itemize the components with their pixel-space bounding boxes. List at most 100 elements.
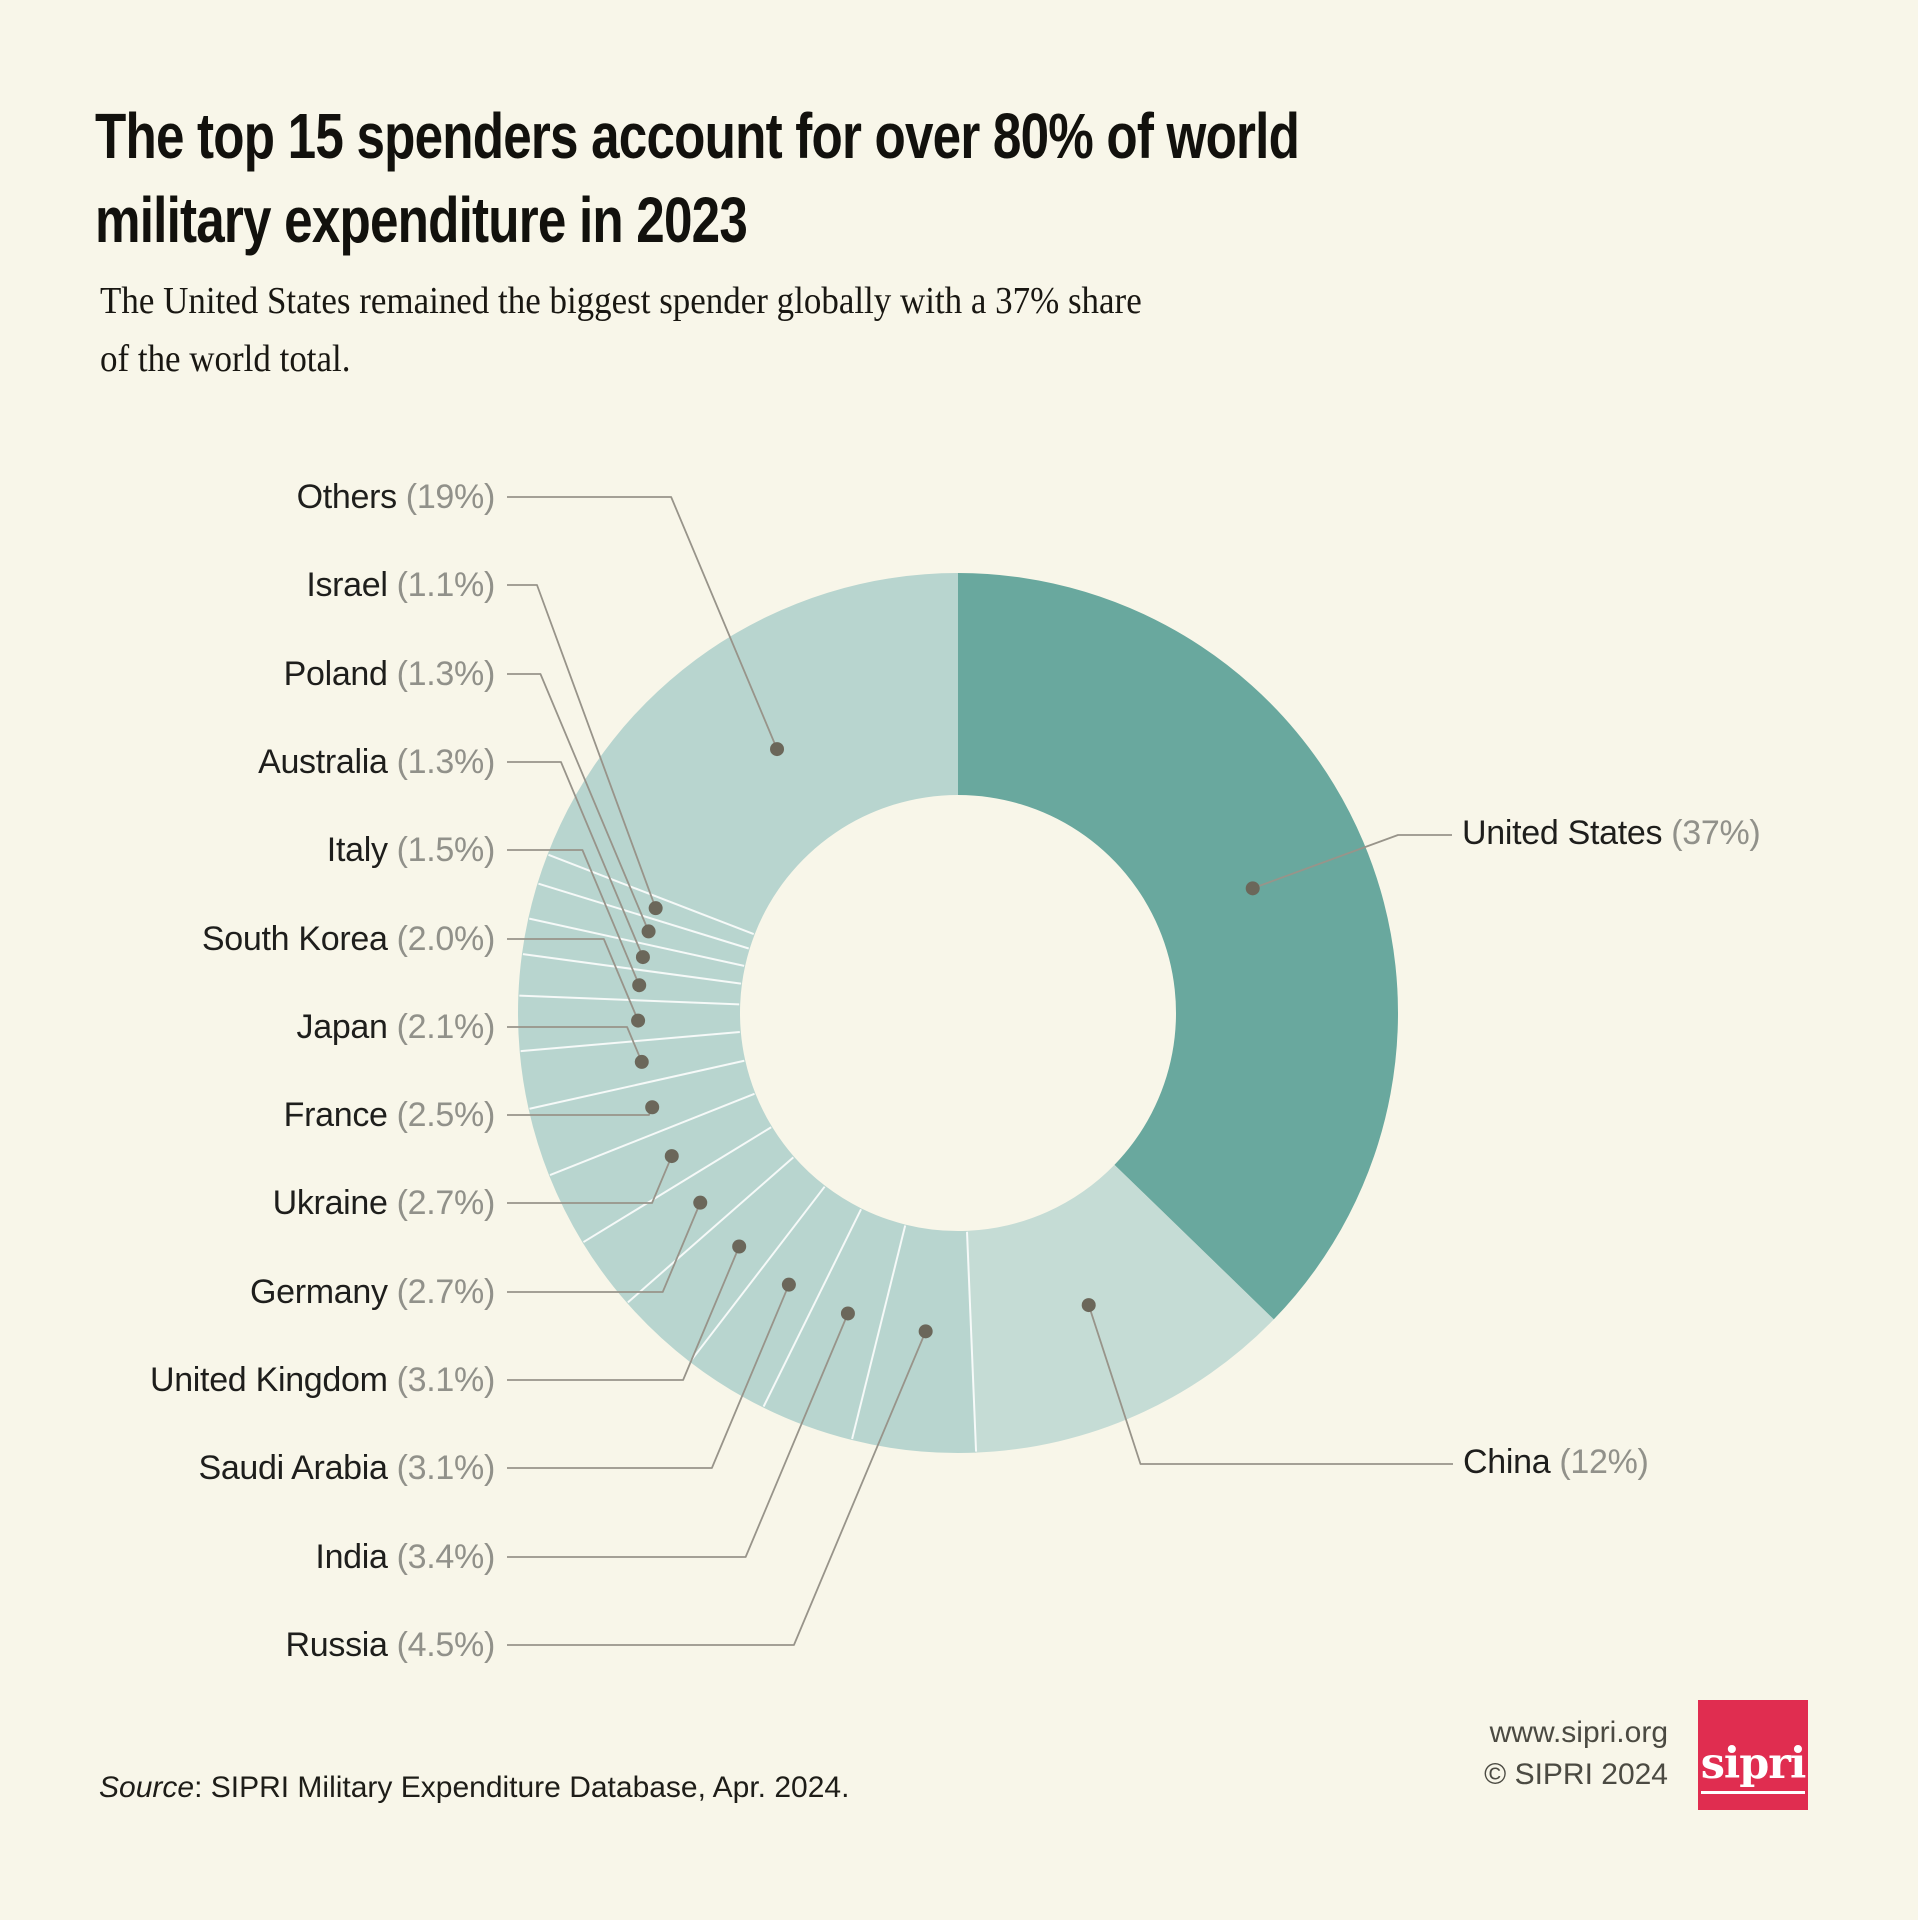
country-name: United Kingdom <box>149 1361 388 1399</box>
callout-label-japan: Japan (2.1%) <box>30 1003 496 1051</box>
country-percent: (2.7%) <box>396 1273 496 1311</box>
leader-dot <box>664 1149 679 1164</box>
leader-dot <box>693 1195 708 1210</box>
country-percent: (1.1%) <box>396 566 496 604</box>
segment-divider <box>966 1231 978 1452</box>
country-name: United States <box>1462 814 1663 852</box>
country-name: Australia <box>258 743 388 781</box>
country-percent: (2.0%) <box>396 920 496 958</box>
donut-slice-united-kingdom <box>627 1156 826 1362</box>
callout-label-saudi-arabia: Saudi Arabia (3.1%) <box>30 1444 495 1492</box>
donut-slice-italy <box>518 954 742 1005</box>
callout-label-others: Others (19%) <box>30 473 496 521</box>
country-percent: (1.3%) <box>396 743 496 781</box>
donut-slice-japan <box>519 1031 746 1109</box>
segment-divider <box>851 1225 907 1440</box>
page-subtitle: The United States remained the biggest s… <box>100 272 1142 388</box>
sipri-logo-text: sipri <box>1700 1743 1806 1794</box>
country-name: Russia <box>285 1626 388 1664</box>
callout-label-south-korea: South Korea (2.0%) <box>30 915 495 963</box>
country-percent: (2.1%) <box>396 1008 496 1046</box>
callout-label-russia: Russia (4.5%) <box>30 1621 496 1669</box>
page-subtitle-line2: of the world total. <box>100 338 351 380</box>
donut-slice-china <box>966 1164 1274 1453</box>
segment-divider <box>582 1126 772 1243</box>
website-link[interactable]: www.sipri.org <box>1489 1716 1668 1749</box>
leader-line <box>507 584 657 909</box>
country-percent: (4.5%) <box>396 1626 496 1664</box>
callout-label-germany: Germany (2.7%) <box>30 1268 495 1316</box>
page-title-line2: military expenditure in 2023 <box>95 184 748 256</box>
callout-label-united-kingdom: United Kingdom (3.1%) <box>30 1356 495 1404</box>
callout-label-australia: Australia (1.3%) <box>30 738 495 786</box>
source-text: : SIPRI Military Expenditure Database, A… <box>194 1771 850 1804</box>
segment-divider <box>520 1031 740 1053</box>
leader-dot <box>1081 1298 1096 1313</box>
leader-line <box>1252 834 1452 890</box>
page-title-line1: The top 15 spenders account for over 80%… <box>95 100 1300 172</box>
leader-dot <box>732 1239 747 1254</box>
donut-slice-russia <box>851 1224 977 1453</box>
country-percent: (1.5%) <box>396 831 496 869</box>
leader-dot <box>648 901 663 916</box>
callout-label-italy: Italy (1.5%) <box>30 826 496 874</box>
donut-slice-poland <box>528 883 750 967</box>
segment-divider <box>529 1059 745 1110</box>
leader-dot <box>635 950 650 965</box>
donut-slice-south-korea <box>518 995 741 1052</box>
leader-line <box>507 1026 643 1063</box>
donut-slice-france <box>528 1060 756 1176</box>
country-name: Ukraine <box>272 1184 388 1222</box>
leader-line <box>1087 1304 1453 1465</box>
leader-dot <box>770 742 785 757</box>
leader-line <box>507 673 650 932</box>
country-name: Germany <box>249 1273 388 1311</box>
country-percent: (2.5%) <box>396 1096 496 1134</box>
leader-dot <box>641 924 656 939</box>
leader-dot <box>1245 881 1260 896</box>
segment-divider <box>549 1092 755 1176</box>
country-percent: (2.7%) <box>396 1184 496 1222</box>
leader-line <box>507 1284 790 1469</box>
country-name: South Korea <box>201 920 388 958</box>
leader-dot <box>918 1324 933 1339</box>
callout-label-france: France (2.5%) <box>30 1091 496 1139</box>
callout-label-poland: Poland (1.3%) <box>30 650 496 698</box>
leader-line <box>507 1202 702 1293</box>
segment-divider <box>762 1208 862 1408</box>
country-percent: (3.4%) <box>396 1538 496 1576</box>
leader-line <box>507 496 778 750</box>
leader-dot <box>840 1306 855 1321</box>
leader-dot <box>645 1100 660 1115</box>
donut-slice-others <box>547 573 958 935</box>
callout-label-china: China (12%) <box>1463 1438 1649 1486</box>
callout-label-ukraine: Ukraine (2.7%) <box>30 1179 496 1227</box>
sipri-logo: sipri <box>1698 1700 1808 1810</box>
leader-dot <box>781 1277 796 1292</box>
country-percent: (12%) <box>1559 1443 1649 1481</box>
country-percent: (1.3%) <box>396 655 496 693</box>
country-name: Saudi Arabia <box>198 1449 388 1487</box>
donut-slice-germany <box>582 1126 795 1304</box>
donut-slice-australia <box>521 918 746 984</box>
leader-dot <box>631 1013 646 1028</box>
callout-label-united-states: United States (37%) <box>1462 809 1761 857</box>
leader-line <box>507 849 641 986</box>
segment-divider <box>627 1156 794 1304</box>
country-name: Japan <box>296 1008 388 1046</box>
leader-line <box>507 938 639 1021</box>
country-name: Others <box>296 478 398 516</box>
leader-dot <box>632 978 647 993</box>
leader-line <box>507 1313 849 1558</box>
callout-label-india: India (3.4%) <box>30 1533 495 1581</box>
source-note: Source: SIPRI Military Expenditure Datab… <box>99 1771 849 1805</box>
segment-divider <box>689 1186 826 1362</box>
donut-slice-saudi-arabia <box>690 1185 862 1408</box>
country-name: India <box>315 1538 388 1576</box>
leader-line <box>507 1155 673 1204</box>
callout-label-israel: Israel (1.1%) <box>30 561 495 609</box>
country-name: China <box>1463 1443 1551 1481</box>
leader-dot <box>634 1054 649 1069</box>
country-percent: (19%) <box>405 478 496 516</box>
copyright-text: © SIPRI 2024 <box>1484 1758 1668 1791</box>
